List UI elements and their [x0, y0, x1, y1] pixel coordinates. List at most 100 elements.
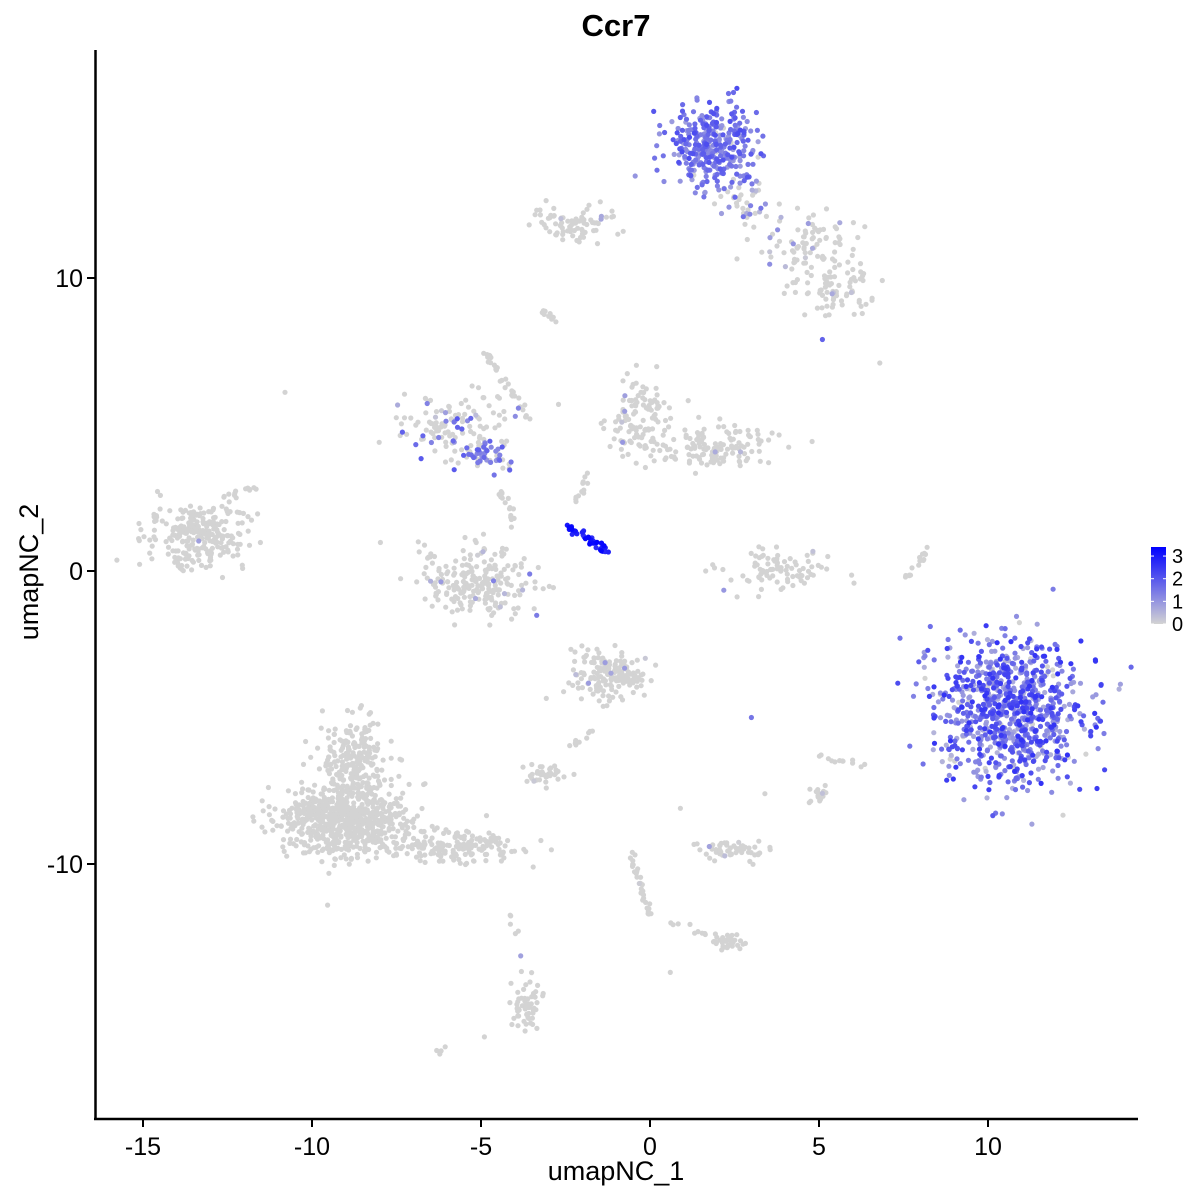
- data-point: [481, 395, 487, 401]
- data-point: [1004, 655, 1010, 661]
- data-point: [622, 665, 628, 671]
- data-point: [376, 822, 382, 828]
- data-point: [688, 167, 695, 173]
- data-point: [530, 864, 536, 870]
- data-point: [687, 921, 693, 928]
- data-point: [837, 241, 843, 248]
- data-point: [330, 805, 336, 811]
- data-point: [725, 152, 731, 158]
- data-point: [375, 812, 381, 818]
- data-point: [629, 403, 635, 409]
- data-point: [632, 173, 638, 179]
- data-point: [1012, 768, 1018, 775]
- data-point: [636, 880, 642, 887]
- data-point: [755, 139, 761, 145]
- data-point: [537, 207, 543, 213]
- data-point: [728, 851, 734, 857]
- data-point: [299, 819, 305, 825]
- data-point: [438, 408, 445, 414]
- data-point: [752, 852, 758, 858]
- data-point: [310, 789, 316, 795]
- data-point: [330, 823, 336, 830]
- data-point: [703, 447, 709, 453]
- data-point: [629, 849, 635, 855]
- data-point: [638, 672, 644, 678]
- data-point: [136, 520, 142, 527]
- data-point: [363, 736, 369, 742]
- data-point: [388, 738, 394, 744]
- data-point: [1026, 735, 1032, 741]
- data-point: [620, 397, 626, 403]
- data-point: [461, 556, 467, 562]
- data-point: [576, 239, 582, 245]
- data-point: [711, 201, 718, 207]
- data-point: [993, 760, 999, 766]
- data-point: [435, 428, 442, 434]
- data-point: [235, 520, 241, 526]
- data-point: [315, 745, 321, 751]
- data-point: [1055, 762, 1061, 769]
- data-point: [945, 636, 951, 643]
- data-point: [807, 786, 813, 792]
- data-point: [565, 218, 571, 224]
- data-point: [361, 848, 367, 854]
- data-point: [1062, 757, 1068, 763]
- data-point: [114, 557, 120, 563]
- data-point: [578, 670, 584, 676]
- data-point: [184, 527, 190, 533]
- data-point: [522, 1028, 528, 1034]
- data-point: [879, 277, 885, 284]
- data-point: [729, 179, 735, 185]
- data-point: [810, 548, 816, 554]
- data-point: [370, 804, 376, 810]
- data-point: [245, 514, 251, 520]
- data-point: [354, 775, 360, 781]
- data-point: [944, 777, 950, 783]
- data-point: [522, 402, 528, 408]
- data-point: [459, 606, 465, 612]
- data-point: [359, 731, 365, 737]
- data-point: [700, 434, 706, 440]
- data-point: [839, 302, 845, 308]
- data-point: [976, 758, 982, 764]
- data-point: [190, 559, 196, 565]
- data-point: [713, 142, 719, 148]
- data-point: [1035, 776, 1041, 782]
- data-point: [386, 825, 392, 832]
- data-point: [921, 664, 927, 670]
- data-point: [675, 921, 681, 927]
- data-point: [649, 426, 656, 432]
- data-point: [475, 589, 482, 595]
- data-point: [983, 659, 989, 665]
- data-point: [262, 829, 268, 835]
- data-point: [624, 678, 630, 684]
- data-point: [957, 659, 964, 665]
- data-point: [991, 685, 997, 691]
- data-point: [954, 756, 960, 762]
- data-point: [956, 668, 963, 675]
- data-point: [699, 113, 705, 119]
- data-point: [527, 571, 533, 577]
- data-point: [285, 828, 291, 834]
- data-point: [762, 201, 769, 207]
- data-point: [756, 574, 762, 580]
- data-point: [606, 693, 612, 699]
- data-point: [343, 763, 349, 769]
- data-point: [1029, 706, 1035, 712]
- data-point: [702, 189, 708, 195]
- data-point: [188, 512, 195, 518]
- data-point: [1057, 728, 1063, 735]
- data-point: [972, 784, 978, 790]
- data-point: [175, 548, 181, 554]
- data-point: [320, 846, 326, 852]
- data-point: [1030, 670, 1036, 676]
- data-point: [817, 237, 823, 243]
- data-point: [744, 118, 750, 125]
- data-point: [975, 730, 981, 736]
- data-point: [460, 548, 466, 554]
- data-point: [714, 105, 720, 111]
- data-point: [745, 441, 751, 447]
- data-point: [829, 291, 835, 297]
- data-point: [461, 594, 467, 600]
- data-point: [754, 427, 760, 433]
